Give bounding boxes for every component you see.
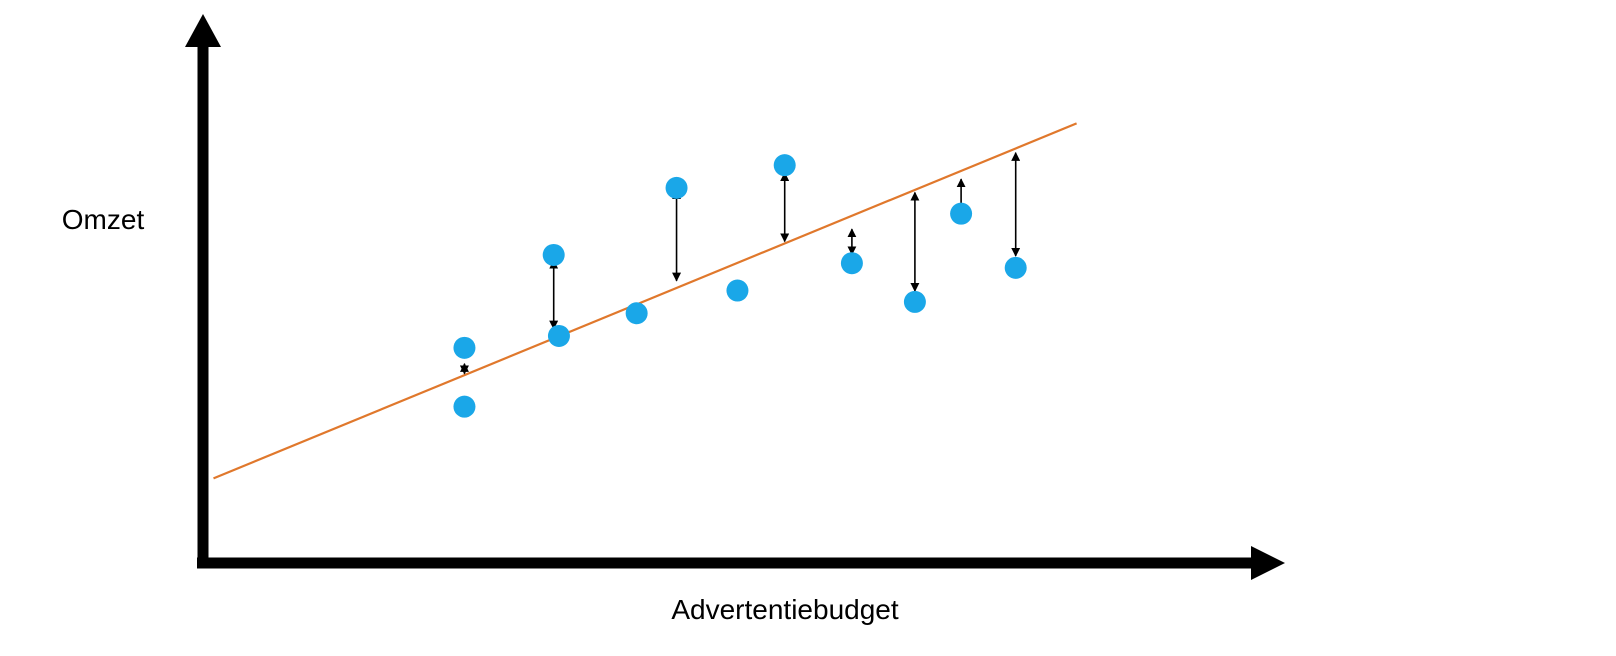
data-point-6 — [665, 176, 688, 199]
residual-arrows — [459, 151, 1021, 375]
data-point-10 — [903, 290, 926, 313]
data-point-4 — [547, 324, 570, 347]
x-axis-arrowhead — [1251, 546, 1285, 580]
x-axis-label: Advertentiebudget — [671, 594, 899, 625]
data-point-12 — [1004, 256, 1027, 279]
data-point-8 — [773, 154, 796, 177]
regression-line — [213, 122, 1078, 480]
data-point-11 — [950, 202, 973, 225]
y-axis-label: Omzet — [62, 204, 145, 235]
y-axis-arrowhead — [185, 14, 221, 47]
data-point-1 — [453, 336, 476, 359]
data-point-7 — [726, 279, 749, 302]
data-point-3 — [542, 243, 565, 266]
data-point-2 — [453, 395, 476, 418]
data-point-5 — [625, 302, 648, 325]
data-point-9 — [840, 252, 863, 275]
axes — [185, 14, 1285, 580]
data-points — [453, 154, 1027, 418]
